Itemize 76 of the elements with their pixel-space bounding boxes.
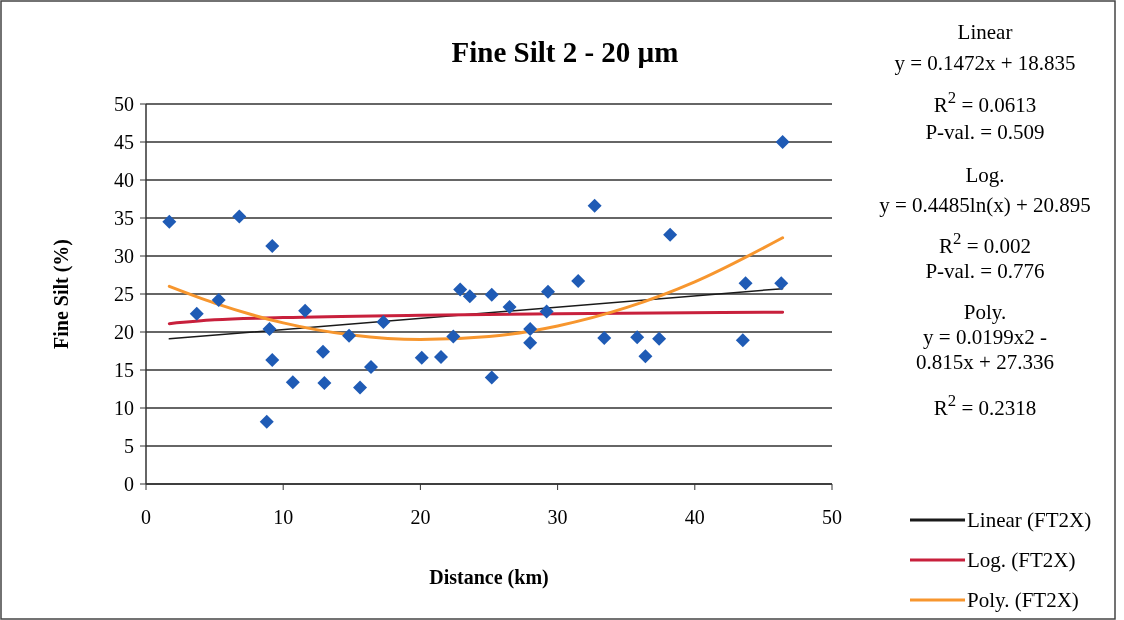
text: y = 0.1472x + 18.835: [894, 51, 1076, 75]
chart-title: Fine Silt 2 - 20 µm: [451, 36, 679, 68]
y-tick-label: 20: [114, 321, 134, 343]
text: R$^{2}$ = 0.002: [939, 228, 1031, 258]
point: [376, 315, 391, 330]
x-tick-label: 20: [410, 506, 431, 528]
point: [630, 330, 645, 345]
point: [774, 276, 789, 291]
text: P-val. = 0.776: [925, 259, 1045, 283]
point: [433, 350, 448, 365]
text: Log.: [965, 163, 1005, 187]
point: [353, 380, 368, 395]
point: [571, 274, 586, 289]
point: [462, 289, 477, 304]
point: [265, 239, 280, 254]
point: [539, 304, 554, 319]
point: [738, 276, 753, 291]
point: [211, 293, 226, 308]
y-tick-label: 25: [114, 283, 134, 305]
point: [414, 350, 429, 365]
point: [342, 328, 357, 343]
text: R$^{2}$ = 0.2318: [933, 390, 1037, 420]
y-tick-label: 35: [114, 207, 134, 229]
x-tick-label: 30: [547, 506, 568, 528]
y-tick-label: 10: [114, 397, 134, 419]
point: [484, 370, 499, 385]
point: [364, 359, 379, 374]
x-tick-label: 0: [141, 506, 151, 528]
point: [162, 214, 177, 229]
point: [265, 353, 280, 368]
point: [638, 349, 653, 364]
point: [735, 333, 750, 348]
y-tick-label: 15: [114, 359, 134, 381]
point: [262, 321, 277, 336]
line-series: [167, 310, 785, 326]
x-tick-label: 40: [684, 506, 705, 528]
point: [189, 306, 204, 321]
point: [285, 375, 300, 390]
point: [502, 299, 517, 314]
y-tick-label: 0: [124, 473, 134, 495]
point: [597, 331, 612, 346]
point: [652, 331, 667, 346]
text: 0.815x + 27.336: [916, 350, 1054, 374]
text: y = 0.0199x2 -: [923, 325, 1047, 349]
x-tick-label: 10: [273, 506, 294, 528]
point: [484, 287, 499, 302]
point: [541, 284, 555, 299]
point: [317, 375, 332, 390]
point: [663, 227, 678, 242]
text: Poly.: [963, 300, 1007, 324]
text: P-val. = 0.509: [925, 120, 1045, 144]
y-tick-label: 45: [114, 131, 134, 153]
point: [315, 344, 330, 359]
y-tick-label: 50: [114, 93, 134, 115]
legend-label: Log. (FT2X): [967, 548, 1076, 572]
legend-label: Linear (FT2X): [967, 508, 1092, 532]
point: [298, 303, 313, 318]
legend-label: Poly. (FT2X): [967, 588, 1079, 612]
point: [587, 198, 602, 213]
y-tick-label: 5: [124, 435, 134, 457]
y-tick-label: 30: [114, 245, 134, 267]
point: [259, 414, 274, 429]
point: [232, 209, 247, 224]
point: [523, 335, 538, 350]
text: Linear: [957, 20, 1013, 44]
point: [523, 321, 538, 336]
text: y = 0.4485ln(x) + 20.895: [879, 193, 1091, 217]
x-tick-label: 50: [822, 506, 842, 528]
x-axis-title: Distance (km): [429, 566, 549, 589]
line-series: [167, 236, 785, 342]
y-tick-label: 40: [114, 169, 134, 191]
point: [775, 135, 790, 149]
text: R$^{2}$ = 0.0613: [933, 87, 1037, 117]
point: [453, 282, 468, 297]
point: [446, 329, 461, 344]
y-axis-title: Fine Silt (%): [50, 239, 73, 349]
